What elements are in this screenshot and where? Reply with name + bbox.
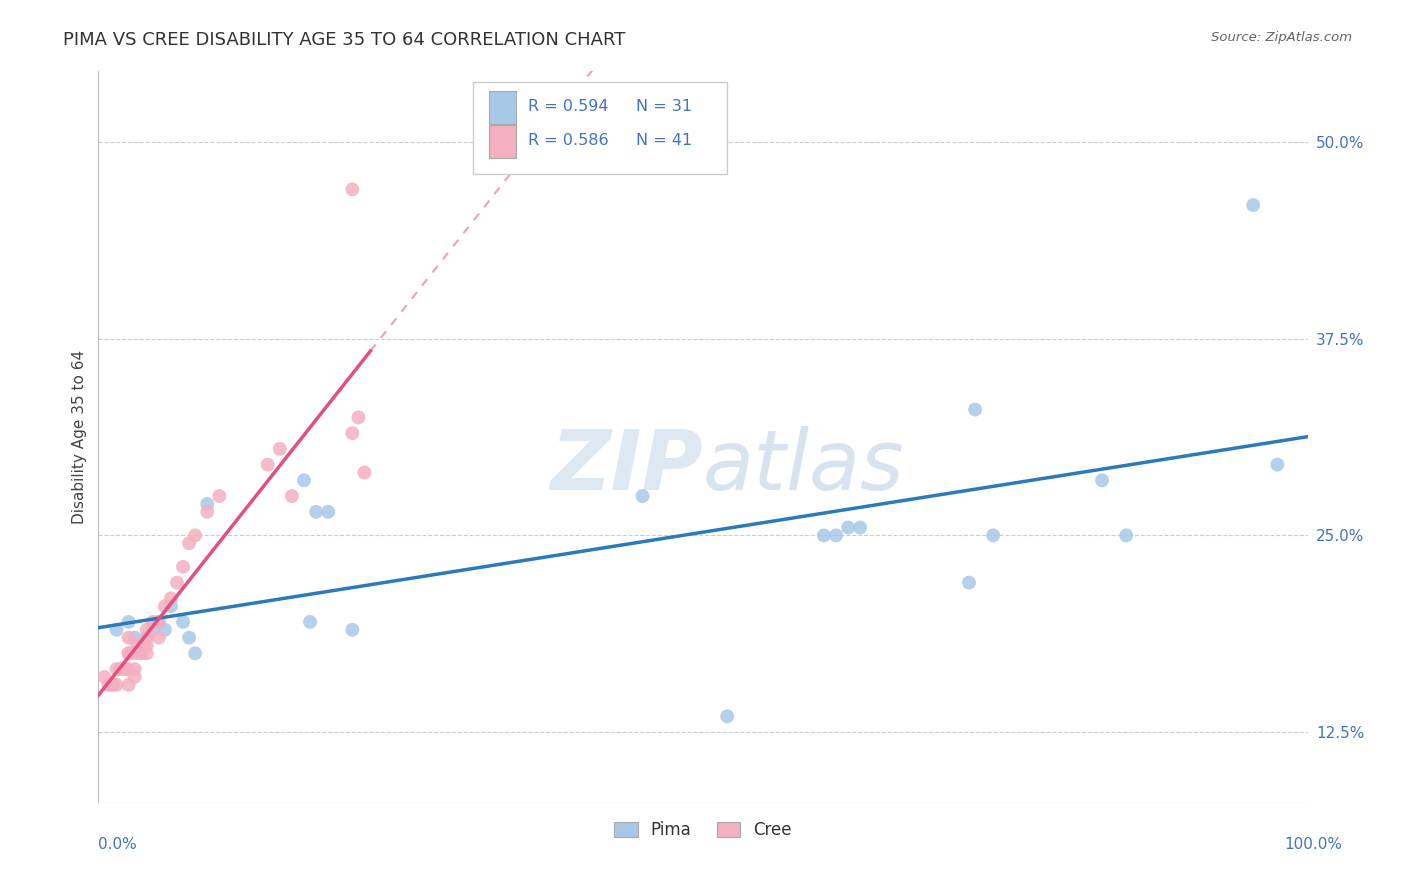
Point xyxy=(134,639,156,653)
Point xyxy=(837,520,859,534)
Point xyxy=(142,623,165,637)
Point xyxy=(716,709,738,723)
FancyBboxPatch shape xyxy=(489,91,516,124)
Point xyxy=(195,497,218,511)
Point xyxy=(135,646,157,660)
Point xyxy=(101,678,124,692)
Point xyxy=(148,615,170,629)
Text: R = 0.586: R = 0.586 xyxy=(527,133,609,148)
Point xyxy=(965,402,987,417)
Point xyxy=(118,646,141,660)
Point xyxy=(1267,458,1289,472)
Point xyxy=(256,458,278,472)
Point xyxy=(342,182,364,196)
Text: ZIP: ZIP xyxy=(550,425,703,507)
Point xyxy=(957,575,980,590)
FancyBboxPatch shape xyxy=(489,125,516,158)
Text: Source: ZipAtlas.com: Source: ZipAtlas.com xyxy=(1212,31,1353,45)
Point xyxy=(292,473,315,487)
Point xyxy=(118,615,141,629)
Point xyxy=(118,631,141,645)
Point xyxy=(353,466,375,480)
Point xyxy=(813,528,835,542)
Text: N = 41: N = 41 xyxy=(637,133,693,148)
Point xyxy=(825,528,848,542)
Point xyxy=(124,631,146,645)
Point xyxy=(142,615,165,629)
Point xyxy=(1115,528,1137,542)
Point xyxy=(981,528,1004,542)
Point xyxy=(105,623,128,637)
Point xyxy=(124,646,146,660)
Point xyxy=(135,623,157,637)
Point xyxy=(195,505,218,519)
Point xyxy=(1241,198,1264,212)
Text: atlas: atlas xyxy=(703,425,904,507)
Point xyxy=(208,489,231,503)
Point xyxy=(108,662,131,676)
Point xyxy=(179,631,201,645)
Point xyxy=(281,489,304,503)
Point xyxy=(184,528,207,542)
Text: R = 0.594: R = 0.594 xyxy=(527,99,609,114)
Point xyxy=(127,639,149,653)
Point xyxy=(124,662,146,676)
Point xyxy=(172,615,194,629)
Point xyxy=(153,623,176,637)
Point xyxy=(184,646,207,660)
Point xyxy=(111,662,134,676)
Point xyxy=(135,631,157,645)
Point xyxy=(1091,473,1114,487)
FancyBboxPatch shape xyxy=(474,82,727,174)
Point xyxy=(179,536,201,550)
Point xyxy=(114,662,136,676)
Point xyxy=(172,559,194,574)
Point xyxy=(93,670,115,684)
Point xyxy=(118,662,141,676)
Point xyxy=(153,599,176,614)
Point xyxy=(342,426,364,441)
Point xyxy=(105,678,128,692)
Point xyxy=(100,678,122,692)
Point xyxy=(631,489,654,503)
Point xyxy=(129,646,152,660)
Point xyxy=(305,505,328,519)
Point xyxy=(129,646,152,660)
Point xyxy=(160,599,183,614)
Text: PIMA VS CREE DISABILITY AGE 35 TO 64 CORRELATION CHART: PIMA VS CREE DISABILITY AGE 35 TO 64 COR… xyxy=(63,31,626,49)
Point xyxy=(148,615,170,629)
Point xyxy=(148,631,170,645)
Point xyxy=(118,678,141,692)
Point xyxy=(160,591,183,606)
Point xyxy=(269,442,291,456)
Point xyxy=(135,631,157,645)
Y-axis label: Disability Age 35 to 64: Disability Age 35 to 64 xyxy=(72,350,87,524)
Point xyxy=(316,505,339,519)
Text: N = 31: N = 31 xyxy=(637,99,693,114)
Point xyxy=(118,646,141,660)
Point xyxy=(124,670,146,684)
Point xyxy=(347,410,370,425)
Point xyxy=(97,678,120,692)
Point xyxy=(105,662,128,676)
Point xyxy=(849,520,872,534)
Point xyxy=(342,623,364,637)
Point xyxy=(299,615,322,629)
Point xyxy=(166,575,188,590)
Text: 100.0%: 100.0% xyxy=(1285,837,1343,852)
Text: 0.0%: 0.0% xyxy=(98,837,138,852)
Point xyxy=(135,639,157,653)
Legend: Pima, Cree: Pima, Cree xyxy=(607,814,799,846)
